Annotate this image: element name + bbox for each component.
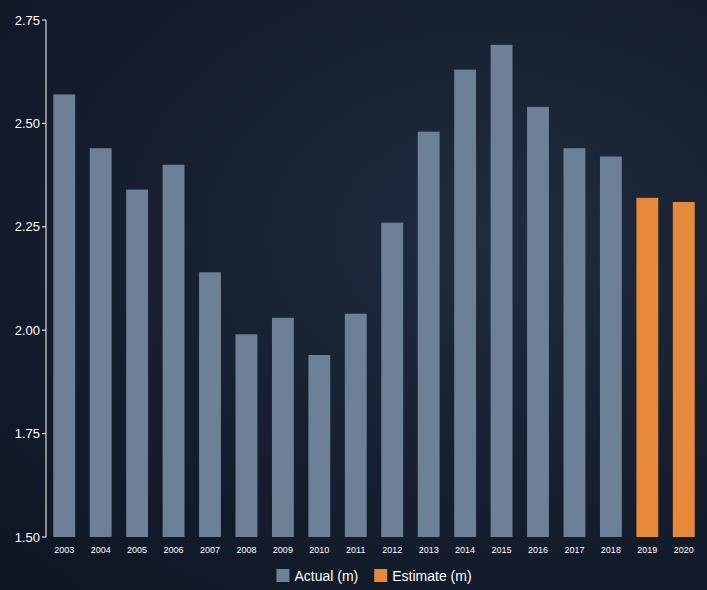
x-tick-label: 2007 [200, 545, 220, 555]
legend-swatch [276, 569, 289, 582]
x-tick-label: 2003 [54, 545, 74, 555]
bar [53, 94, 75, 537]
y-tick-label: 1.50 [15, 530, 40, 545]
x-tick-label: 2006 [164, 545, 184, 555]
x-tick-label: 2012 [382, 545, 402, 555]
bar [163, 165, 185, 537]
x-tick-label: 2015 [492, 545, 512, 555]
x-tick-label: 2009 [273, 545, 293, 555]
bar [126, 190, 148, 537]
bars [53, 45, 694, 537]
y-tick-label: 2.00 [15, 323, 40, 338]
legend-swatch [374, 569, 387, 582]
x-tick-label: 2011 [346, 545, 365, 555]
bar [308, 355, 330, 537]
y-tick-label: 1.75 [15, 426, 40, 441]
bar [527, 107, 549, 537]
y-tick [42, 20, 46, 21]
x-tick-label: 2018 [601, 545, 621, 555]
x-tick-label: 2010 [309, 545, 329, 555]
y-tick-label: 2.75 [15, 13, 40, 28]
bar [345, 314, 367, 537]
x-tick-label: 2014 [455, 545, 475, 555]
y-tick [42, 226, 46, 227]
bar [418, 132, 440, 537]
legend: Actual (m) Estimate (m) [276, 568, 471, 584]
x-tick-label: 2008 [236, 545, 256, 555]
bar [272, 318, 294, 537]
y-tick-label: 2.50 [15, 116, 40, 131]
x-tick-label: 2016 [528, 545, 548, 555]
bar [636, 198, 658, 537]
chart: 1.50 1.75 2.00 2.25 2.50 2.75 2003 2004 2005 2006… [0, 0, 707, 590]
x-tick-label: 2020 [674, 545, 694, 555]
y-tick [42, 330, 46, 331]
y-axis [46, 20, 47, 537]
bar [673, 202, 695, 537]
bar [199, 272, 221, 537]
bar [90, 148, 112, 537]
x-tick-label: 2005 [127, 545, 147, 555]
bar [454, 70, 476, 537]
x-tick-label: 2017 [564, 545, 584, 555]
x-tick-label: 2019 [637, 545, 657, 555]
x-tick-label: 2004 [91, 545, 111, 555]
y-tick [42, 433, 46, 434]
x-tick-label: 2013 [419, 545, 439, 555]
y-tick [42, 123, 46, 124]
bar [491, 45, 513, 537]
bar [381, 223, 403, 537]
bar [236, 334, 258, 537]
bar [564, 148, 586, 537]
legend-label: Estimate (m) [392, 568, 471, 584]
bar [600, 156, 622, 537]
y-tick-label: 2.25 [15, 219, 40, 234]
legend-label: Actual (m) [294, 568, 358, 584]
y-tick [42, 537, 46, 538]
